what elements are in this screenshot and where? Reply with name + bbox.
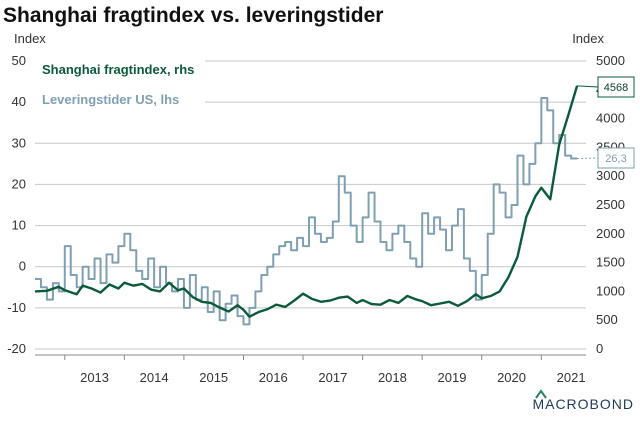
x-tick-label: 2021 [557,370,586,385]
macrobond-logo: MACROBOND [532,389,634,412]
right-axis-unit: Index [572,31,604,46]
x-tick-label: 2020 [497,370,526,385]
x-tick-label: 2014 [140,370,169,385]
x-axis: 2013 2014 2015 2016 2017 2018 2019 2020 2021 [35,354,586,385]
right-tick-label: 0 [596,341,603,356]
right-tick-label: 500 [596,312,618,327]
right-tick-label: 2500 [596,197,625,212]
right-axis-ticks: 0500100015002000250030003500400045005000 [596,53,625,356]
x-tick-label: 2013 [80,370,109,385]
chart-title: Shanghai fragtindex vs. leveringstider [3,4,383,27]
legend: Shanghai fragtindex, rhs Leveringstider … [35,56,205,116]
x-tick-label: 2018 [378,370,407,385]
left-tick-label: 40 [12,94,26,109]
left-tick-label: -10 [7,300,26,315]
left-tick-label: 10 [12,218,26,233]
logo-text: MACROBOND [532,396,634,412]
right-tick-label: 4000 [596,111,625,126]
x-tick-label: 2016 [259,370,288,385]
left-tick-label: 50 [12,53,26,68]
callout-leader-1 [577,157,599,160]
left-axis-unit: Index [14,31,46,46]
callout-value-delivery: 26,3 [605,153,626,165]
legend-entry-freight: Shanghai fragtindex, rhs [42,62,194,77]
callout-value-freight: 4568 [604,82,628,94]
callout-leader-0 [577,85,599,88]
x-tick-label: 2017 [318,370,347,385]
left-axis-ticks: -20 -10 0 10 20 30 40 50 [7,53,26,356]
right-tick-label: 1000 [596,283,625,298]
right-tick-label: 2000 [596,226,625,241]
left-tick-label: 30 [12,135,26,150]
series-line-1 [35,97,578,326]
left-tick-label: 20 [12,176,26,191]
series-layer [34,85,579,326]
logo-mark [535,389,547,399]
legend-background [35,56,205,116]
end-value-callouts: 4568 26,3 [577,76,635,169]
x-tick-label: 2015 [199,370,228,385]
legend-entry-delivery: Leveringstider US, lhs [42,92,179,107]
right-tick-label: 5000 [596,53,625,68]
x-tick-label: 2019 [438,370,467,385]
right-tick-label: 1500 [596,255,625,270]
right-tick-label: 3000 [596,168,625,183]
series-line-0 [34,85,579,318]
left-tick-label: -20 [7,341,26,356]
left-tick-label: 0 [19,259,26,274]
